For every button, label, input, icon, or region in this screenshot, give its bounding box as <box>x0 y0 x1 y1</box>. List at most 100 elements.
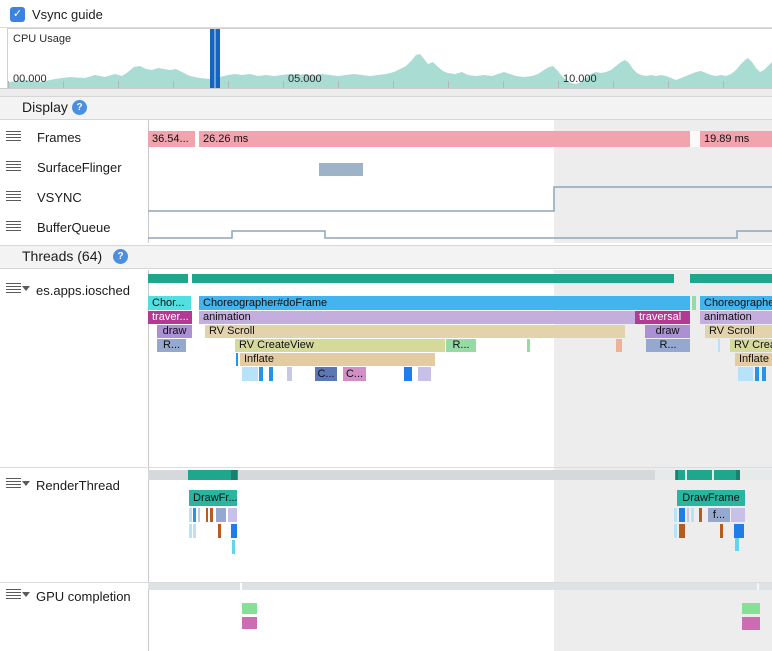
thread-row-label-gpu: GPU completion <box>36 589 131 604</box>
trace-span-choreographer[interactable]: Chor... <box>148 296 191 310</box>
trace-span-rv-createview[interactable]: RV Crea... <box>730 339 772 352</box>
trace-tick[interactable] <box>679 508 685 522</box>
trace-span-drawframe[interactable]: DrawFr... <box>189 490 237 506</box>
trace-tick[interactable] <box>242 367 258 381</box>
trace-tick[interactable] <box>418 367 431 381</box>
trace-span-draw[interactable]: draw <box>645 325 690 338</box>
cpu-usage-chart[interactable] <box>8 28 772 88</box>
trace-tick[interactable] <box>189 508 192 522</box>
trace-span-rv-scroll[interactable]: RV Scroll <box>205 325 625 338</box>
thread-collapse-icon[interactable] <box>22 286 30 291</box>
thread-state-bar <box>148 583 772 590</box>
trace-span-inflate[interactable]: Inflate <box>735 353 772 366</box>
trace-tick[interactable] <box>527 339 530 352</box>
thread-collapse-icon[interactable] <box>22 481 30 486</box>
trace-tick[interactable] <box>193 508 196 522</box>
surfaceflinger-span[interactable] <box>319 163 363 176</box>
gpu-completion-span[interactable] <box>242 603 257 614</box>
trace-tick[interactable] <box>731 508 745 522</box>
trace-tick[interactable] <box>404 367 412 381</box>
trace-span-r[interactable]: R... <box>157 339 186 352</box>
trace-span-choreographer[interactable]: Choreographe... <box>700 296 772 310</box>
trace-tick[interactable] <box>762 367 766 381</box>
drag-handle-icon[interactable] <box>6 478 21 489</box>
trace-tick[interactable] <box>210 508 213 522</box>
trace-span-traversal[interactable]: traversal <box>635 311 690 324</box>
label-column-divider <box>148 120 149 243</box>
trace-tick[interactable] <box>687 508 689 522</box>
trace-tick[interactable] <box>189 524 192 538</box>
trace-span-f[interactable]: f... <box>708 508 730 522</box>
drag-handle-icon[interactable] <box>6 161 21 172</box>
trace-tick[interactable] <box>720 524 723 538</box>
trace-span-draw[interactable]: draw <box>157 325 192 338</box>
timeline-tick <box>8 81 9 88</box>
trace-tick[interactable] <box>718 339 720 352</box>
trace-tick[interactable] <box>259 367 263 381</box>
trace-tick[interactable] <box>734 524 744 538</box>
thread-row-label-iosched: es.apps.iosched <box>36 283 130 298</box>
trace-tick[interactable] <box>218 524 221 538</box>
trace-span-drawframe[interactable]: DrawFrame <box>677 490 745 506</box>
drag-handle-icon[interactable] <box>6 221 21 232</box>
trace-tick[interactable] <box>269 367 273 381</box>
trace-tick[interactable] <box>236 353 238 366</box>
trace-span-choreographer[interactable]: Choreographer#doFrame <box>199 296 690 310</box>
trace-tick[interactable] <box>691 508 694 522</box>
trace-span-traversal[interactable]: traver... <box>148 311 192 324</box>
thread-state-bar <box>148 274 188 283</box>
threads-section-title: Threads (64) <box>22 248 103 264</box>
trace-span-rv-createview[interactable]: RV CreateView <box>235 339 445 352</box>
trace-tick[interactable] <box>206 508 208 522</box>
trace-tick[interactable] <box>198 508 200 522</box>
thread-collapse-icon[interactable] <box>22 592 30 597</box>
trace-tick[interactable] <box>674 508 677 522</box>
trace-span-animation[interactable]: animation <box>199 311 635 324</box>
thread-state-bar <box>690 274 772 283</box>
trace-span-r[interactable]: R... <box>646 339 690 352</box>
trace-span-animation[interactable]: animation <box>700 311 772 324</box>
trace-span-inflate[interactable]: Inflate <box>240 353 435 366</box>
trace-span-c[interactable]: C... <box>343 367 366 381</box>
drag-handle-icon[interactable] <box>6 131 21 142</box>
trace-tick[interactable] <box>735 538 739 551</box>
frame-span-janky[interactable]: 19.89 ms <box>700 131 772 147</box>
timeline-tick <box>723 81 724 88</box>
vsync-guide-label: Vsync guide <box>32 7 103 22</box>
trace-tick[interactable] <box>679 524 685 538</box>
gpu-completion-span[interactable] <box>742 617 760 630</box>
trace-span-rv-scroll[interactable]: RV Scroll <box>705 325 772 338</box>
gpu-completion-span[interactable] <box>742 603 760 614</box>
thread-state-bar <box>655 470 772 480</box>
trace-tick[interactable] <box>616 339 622 352</box>
thread-row-label-renderthread: RenderThread <box>36 478 120 493</box>
display-help-icon[interactable]: ? <box>72 100 87 115</box>
frame-span-janky[interactable]: 36.54... <box>148 131 195 147</box>
drag-handle-icon[interactable] <box>6 191 21 202</box>
trace-tick[interactable] <box>287 367 292 381</box>
trace-span-c[interactable]: C... <box>315 367 337 381</box>
trace-tick[interactable] <box>193 524 196 538</box>
threads-help-icon[interactable]: ? <box>113 249 128 264</box>
vsync-guide-checkbox[interactable]: ✓ <box>10 7 25 22</box>
trace-tick[interactable] <box>228 508 237 522</box>
trace-tick[interactable] <box>232 540 235 554</box>
timeline-label-0: 00.000 <box>13 73 47 85</box>
trace-tick[interactable] <box>216 508 226 522</box>
timeline-tick <box>338 81 339 88</box>
thread-row-divider <box>0 467 772 468</box>
trace-tick[interactable] <box>231 524 237 538</box>
trace-tick[interactable] <box>738 367 753 381</box>
frames-gap <box>690 131 700 147</box>
trace-tick[interactable] <box>692 296 696 310</box>
timeline-tick <box>558 81 559 88</box>
gpu-completion-span[interactable] <box>242 617 257 629</box>
trace-tick[interactable] <box>755 367 759 381</box>
drag-handle-icon[interactable] <box>6 283 21 294</box>
drag-handle-icon[interactable] <box>6 589 21 600</box>
cpu-panel-left-border <box>7 28 8 88</box>
frame-span-janky[interactable]: 26.26 ms <box>199 131 690 147</box>
trace-tick[interactable] <box>699 508 702 522</box>
trace-tick[interactable] <box>674 524 677 538</box>
trace-span-r[interactable]: R... <box>446 339 476 352</box>
